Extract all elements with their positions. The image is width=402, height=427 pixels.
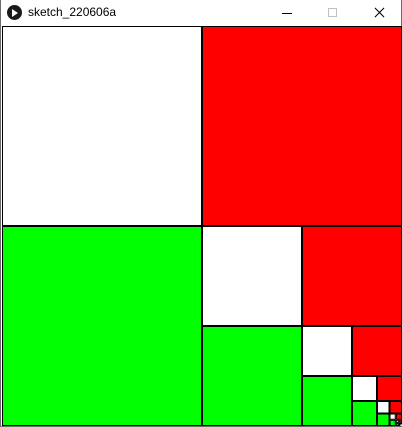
white-square-level-0 [2,26,202,226]
white-square-level-6 [395,419,399,423]
red-square-level-6 [398,419,402,423]
white-square-level-3 [352,376,377,401]
red-square-level-1 [302,226,402,326]
red-square-level-5 [395,413,402,420]
red-square-level-0 [202,26,402,226]
red-square-level-7 [400,422,402,425]
green-square-level-3 [352,401,377,426]
sketch-canvas[interactable] [2,26,402,426]
green-square-level-7 [398,424,401,426]
green-square-level-2 [302,376,352,426]
title-bar[interactable]: sketch_220606a [1,0,401,26]
red-square-level-2 [352,326,402,376]
white-square-level-7 [398,422,401,425]
close-button[interactable] [356,0,402,26]
green-square-level-6 [395,422,399,426]
white-square-level-1 [202,226,302,326]
green-square-level-1 [202,326,302,426]
green-square-level-5 [389,419,396,426]
red-square-level-3 [377,376,402,401]
minimize-button[interactable] [264,0,310,26]
fractal-squares [2,26,402,426]
white-square-level-4 [377,401,390,414]
window-title: sketch_220606a [28,5,117,19]
white-square-level-2 [302,326,352,376]
maximize-button[interactable] [310,0,356,26]
red-square-level-4 [389,401,402,414]
green-square-level-4 [377,413,390,426]
play-icon [7,5,22,20]
white-square-level-5 [389,413,396,420]
green-square-level-0 [2,226,202,426]
